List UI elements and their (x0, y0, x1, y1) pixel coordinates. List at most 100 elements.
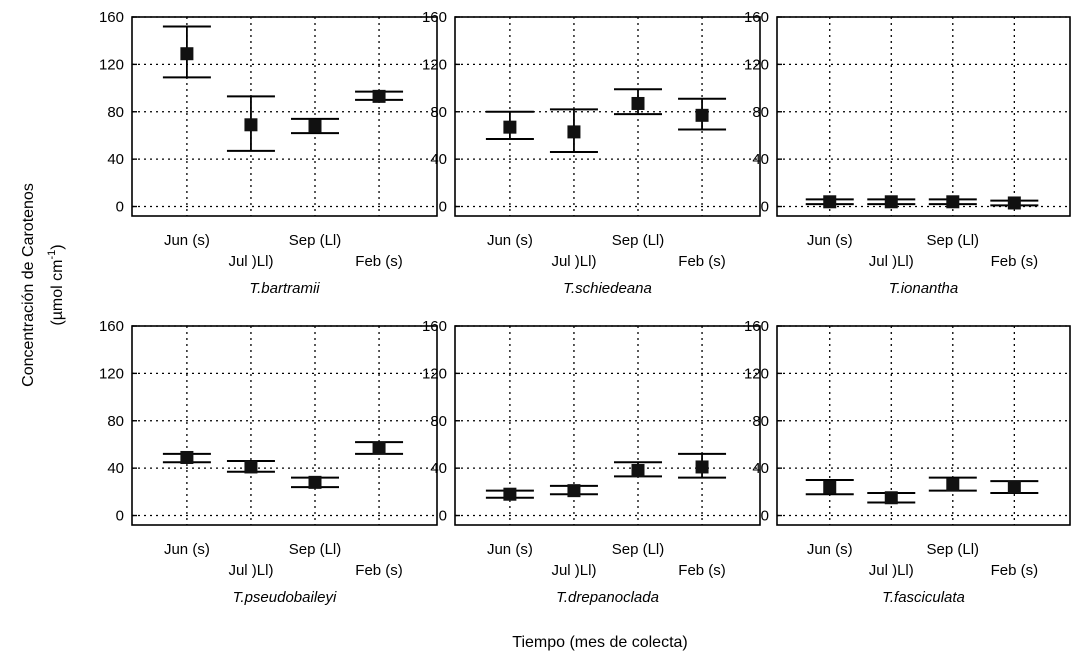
y-axis-title-group: Concentración de Carotenos (20, 183, 37, 387)
y-tick-label: 0 (116, 199, 124, 216)
category-label: Feb (s) (991, 562, 1039, 579)
data-point (503, 120, 517, 134)
y-tick-label: 0 (439, 508, 447, 525)
data-point (372, 441, 386, 455)
data-point (631, 96, 645, 110)
panel-title: T.drepanoclada (556, 589, 659, 606)
y-axis-title: Concentración de Carotenos (20, 183, 37, 387)
category-label: Jun (s) (807, 541, 853, 558)
y-tick-label: 120 (99, 56, 124, 73)
category-label: Jul )Ll) (228, 562, 273, 579)
y-tick-label: 120 (422, 365, 447, 382)
panel-frame (131, 325, 438, 526)
data-point (567, 484, 581, 498)
category-label: Feb (s) (991, 253, 1039, 270)
panel-frame (776, 16, 1071, 217)
category-label: Jun (s) (164, 541, 210, 558)
panel-frame (131, 16, 438, 217)
data-point (823, 480, 837, 494)
y-axis-unit-group: (µmol cm-1) (46, 244, 66, 325)
data-point (1007, 196, 1021, 210)
y-tick-label: 80 (752, 413, 769, 430)
y-tick-label: 40 (107, 460, 124, 477)
data-point (695, 108, 709, 122)
category-label: Jul )Ll) (551, 562, 596, 579)
y-axis-unit-exponent: -1 (46, 250, 58, 260)
y-tick-label: 160 (99, 9, 124, 26)
category-label: Feb (s) (678, 253, 726, 270)
panel-title: T.schiedeana (563, 280, 652, 297)
panel-2: 0 40 80 120 160 Jun (s) Jul )Ll) Sep (Ll) Feb (s… (422, 9, 761, 297)
category-label: Jul )Ll) (869, 562, 914, 579)
category-label: Jul )Ll) (869, 253, 914, 270)
data-point (823, 195, 837, 209)
y-tick-label: 120 (744, 56, 769, 73)
data-point (180, 47, 194, 61)
y-tick-label: 40 (752, 460, 769, 477)
y-tick-label: 160 (422, 318, 447, 335)
panel-frame (454, 16, 761, 217)
y-tick-label: 160 (744, 318, 769, 335)
y-tick-label: 40 (430, 460, 447, 477)
category-label: Jul )Ll) (228, 253, 273, 270)
category-label: Jun (s) (164, 232, 210, 249)
data-point (180, 450, 194, 464)
data-point (631, 464, 645, 478)
panel-title: T.fasciculata (882, 589, 965, 606)
data-point (567, 125, 581, 139)
data-point (946, 195, 960, 209)
y-axis-unit-main: (µmol cm (49, 260, 66, 326)
category-label: Sep (Ll) (289, 541, 342, 558)
panel-frame (776, 325, 1071, 526)
y-tick-label: 160 (422, 9, 447, 26)
category-label: Jun (s) (487, 541, 533, 558)
data-point (695, 460, 709, 474)
y-tick-label: 80 (430, 413, 447, 430)
y-axis-unit-close: ) (49, 244, 66, 249)
category-label: Feb (s) (678, 562, 726, 579)
category-label: Jun (s) (487, 232, 533, 249)
y-tick-label: 40 (430, 151, 447, 168)
data-point (308, 119, 322, 133)
category-label: Feb (s) (355, 562, 403, 579)
data-point (244, 118, 258, 132)
category-label: Jul )Ll) (551, 253, 596, 270)
category-label: Sep (Ll) (612, 232, 665, 249)
y-tick-label: 120 (99, 365, 124, 382)
category-label: Sep (Ll) (289, 232, 342, 249)
panel-title: T.bartramii (249, 280, 320, 297)
y-tick-label: 80 (430, 104, 447, 121)
y-tick-label: 0 (116, 508, 124, 525)
category-label: Feb (s) (355, 253, 403, 270)
category-label: Sep (Ll) (927, 232, 980, 249)
data-point (884, 491, 898, 505)
category-label: Sep (Ll) (927, 541, 980, 558)
panel-3: 0 40 80 120 160 Jun (s) Jul )Ll) Sep (Ll) Feb (s… (744, 9, 1071, 297)
y-tick-label: 0 (761, 508, 769, 525)
y-axis-unit: (µmol cm-1) (46, 244, 66, 325)
y-tick-label: 160 (99, 318, 124, 335)
y-tick-label: 120 (422, 56, 447, 73)
y-tick-label: 160 (744, 9, 769, 26)
panel-4: 0 40 80 120 160 Jun (s) Jul )Ll) Sep (Ll) Feb (s… (99, 318, 438, 606)
panel-5: 0 40 80 120 160 Jun (s) Jul )Ll) Sep (Ll) Feb (s… (422, 318, 761, 606)
y-tick-label: 0 (439, 199, 447, 216)
y-tick-label: 120 (744, 365, 769, 382)
y-tick-label: 0 (761, 199, 769, 216)
y-tick-label: 40 (107, 151, 124, 168)
panel-title: T.pseudobaileyi (233, 589, 337, 606)
category-label: Sep (Ll) (612, 541, 665, 558)
data-point (1007, 480, 1021, 494)
category-label: Jun (s) (807, 232, 853, 249)
panel-6: 0 40 80 120 160 Jun (s) Jul )Ll) Sep (Ll) Feb (s… (744, 318, 1071, 606)
data-point (308, 475, 322, 489)
panel-frame (454, 325, 761, 526)
y-tick-label: 80 (752, 104, 769, 121)
y-tick-label: 40 (752, 151, 769, 168)
data-point (503, 487, 517, 501)
data-point (244, 460, 258, 474)
panel-1: 0 40 80 120 160 Jun (s) Jul )Ll) Sep (Ll) Feb (s… (99, 9, 438, 297)
panels: 0 40 80 120 160 Jun (s) Jul )Ll) Sep (Ll) Feb (s… (99, 9, 1071, 606)
data-point (884, 195, 898, 209)
